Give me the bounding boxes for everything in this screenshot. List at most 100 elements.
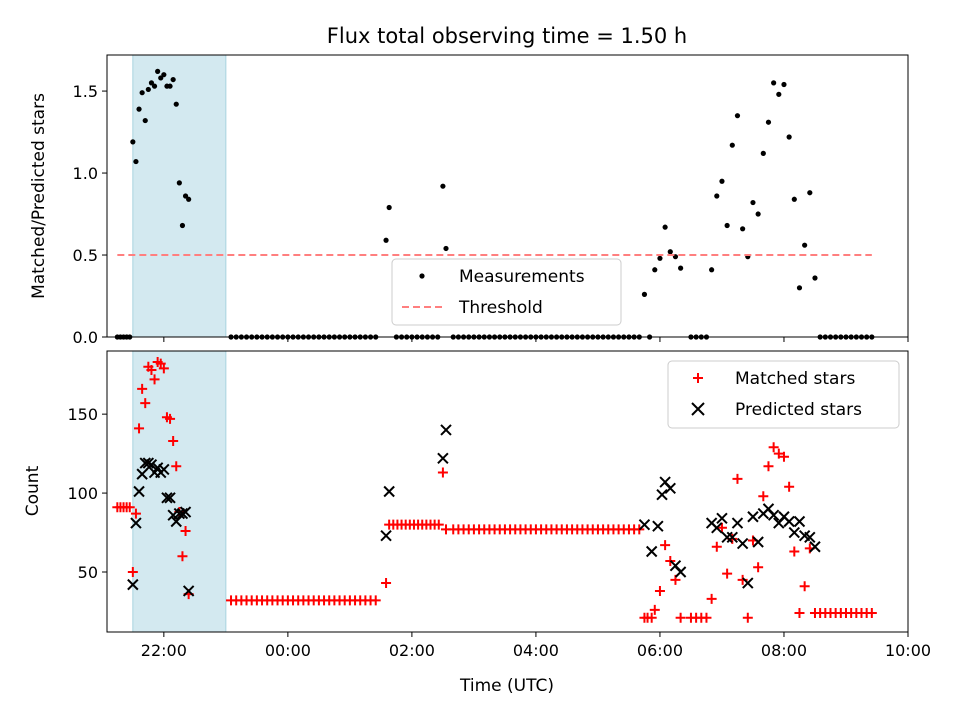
predicted-star-point [747,511,759,523]
predicted-star-point [752,536,764,548]
predicted-star-point [158,463,170,476]
y-tick-label: 1.5 [73,82,98,101]
predicted-star-point [656,488,668,501]
matched-star-point [180,525,191,536]
legend-marker-matched [693,373,703,383]
measurement-point [167,83,173,89]
matched-star-point [763,461,774,472]
measurement-point [383,237,389,243]
legend-label: Predicted stars [735,400,862,420]
matched-star-point [171,461,182,472]
measurement-point [709,267,715,273]
matched-star-point [866,608,877,619]
measurement-point [179,222,186,229]
matched-star-point [134,423,145,434]
measurement-point [781,81,787,88]
predicted-star-point [127,578,139,591]
predicted-star-point [664,482,676,495]
measurement-point [796,285,803,291]
matched-star-point [711,541,722,552]
measurement-point [657,255,663,261]
axes-frame [106,350,909,633]
measurement-point [729,142,735,148]
measurement-point [812,275,818,281]
matched-star-point [140,398,151,409]
measurement-point [173,101,179,107]
y-tick-label: 50 [78,563,98,582]
series-matched-stars [112,357,877,623]
measurement-point [724,222,730,229]
matched-star-point [722,568,733,579]
matched-star-point [768,442,779,453]
y-tick-label: 0.0 [73,328,98,347]
measurement-point [786,134,792,140]
measurement-point [443,245,449,252]
predicted-star-point [652,520,664,532]
measurement-point [176,180,182,186]
measurement-point [148,80,155,86]
measurement-point [760,150,766,156]
predicted-star-point [182,585,195,597]
measurement-point [145,86,151,93]
measurement-point [734,113,741,119]
x-tick-label: 08:00 [761,641,807,660]
predicted-star-point [736,537,749,550]
matched-star-point [381,578,392,589]
predicted-star-point [133,485,145,498]
matched-star-point [789,546,800,557]
predicted-star-point [731,517,744,529]
measurement-point [719,178,725,184]
matched-star-point [130,508,141,519]
y-axis-label-bottom: Count [23,465,43,516]
legend-label: Measurements [459,267,585,287]
predicted-star-point [383,485,395,498]
measurement-point [139,90,145,96]
measurement-point [776,91,782,97]
measurement-point [136,106,142,112]
y-tick-label: 100 [67,484,98,503]
matched-star-point [646,612,657,623]
matched-star-point [437,467,448,478]
predicted-star-point [645,545,658,558]
predicted-star-point [437,452,449,465]
legend-box [391,258,622,326]
matched-star-point [370,595,381,606]
x-tick-label: 04:00 [513,641,559,660]
matched-star-point [149,374,160,385]
matched-star-point [784,481,795,492]
predicted-star-point [716,512,728,525]
measurement-point [158,75,164,81]
measurement-point [750,199,756,206]
legend-box [667,360,900,429]
ratio-panel: 0.0 0.5 1.0 1.5 Measurements Threshold [73,54,909,347]
measurement-point [151,83,158,89]
legend-marker-measurements [419,273,425,279]
matched-star-point [165,413,176,424]
measurement-point [186,196,192,202]
matched-star-point [773,448,784,459]
predicted-star-point [783,515,795,528]
predicted-star-point [179,506,192,518]
predicted-star-point [136,468,148,480]
measurement-point [678,265,684,271]
observing-window-span [132,350,227,633]
matched-star-point [168,435,179,446]
matched-star-point [753,562,764,573]
count-panel: 22:00 00:00 02:00 04:00 06:00 08:00 10:00 50 100… [67,350,931,660]
predicted-star-point [767,509,780,521]
matched-star-point [778,451,789,462]
measurement-point [662,224,668,230]
matched-star-point [799,581,810,592]
x-tick-label: 02:00 [389,641,435,660]
predicted-star-point [130,517,142,529]
predicted-star-point [793,515,806,528]
matched-star-point [716,522,727,533]
matched-star-point [146,364,157,375]
predicted-star-point [380,529,392,542]
y-axis-label-top: Matched/Predicted stars [29,93,49,299]
matched-star-point [742,612,753,623]
predicted-star-point [788,526,801,539]
predicted-star-point [711,522,723,534]
legend: Measurements Threshold [391,258,622,326]
